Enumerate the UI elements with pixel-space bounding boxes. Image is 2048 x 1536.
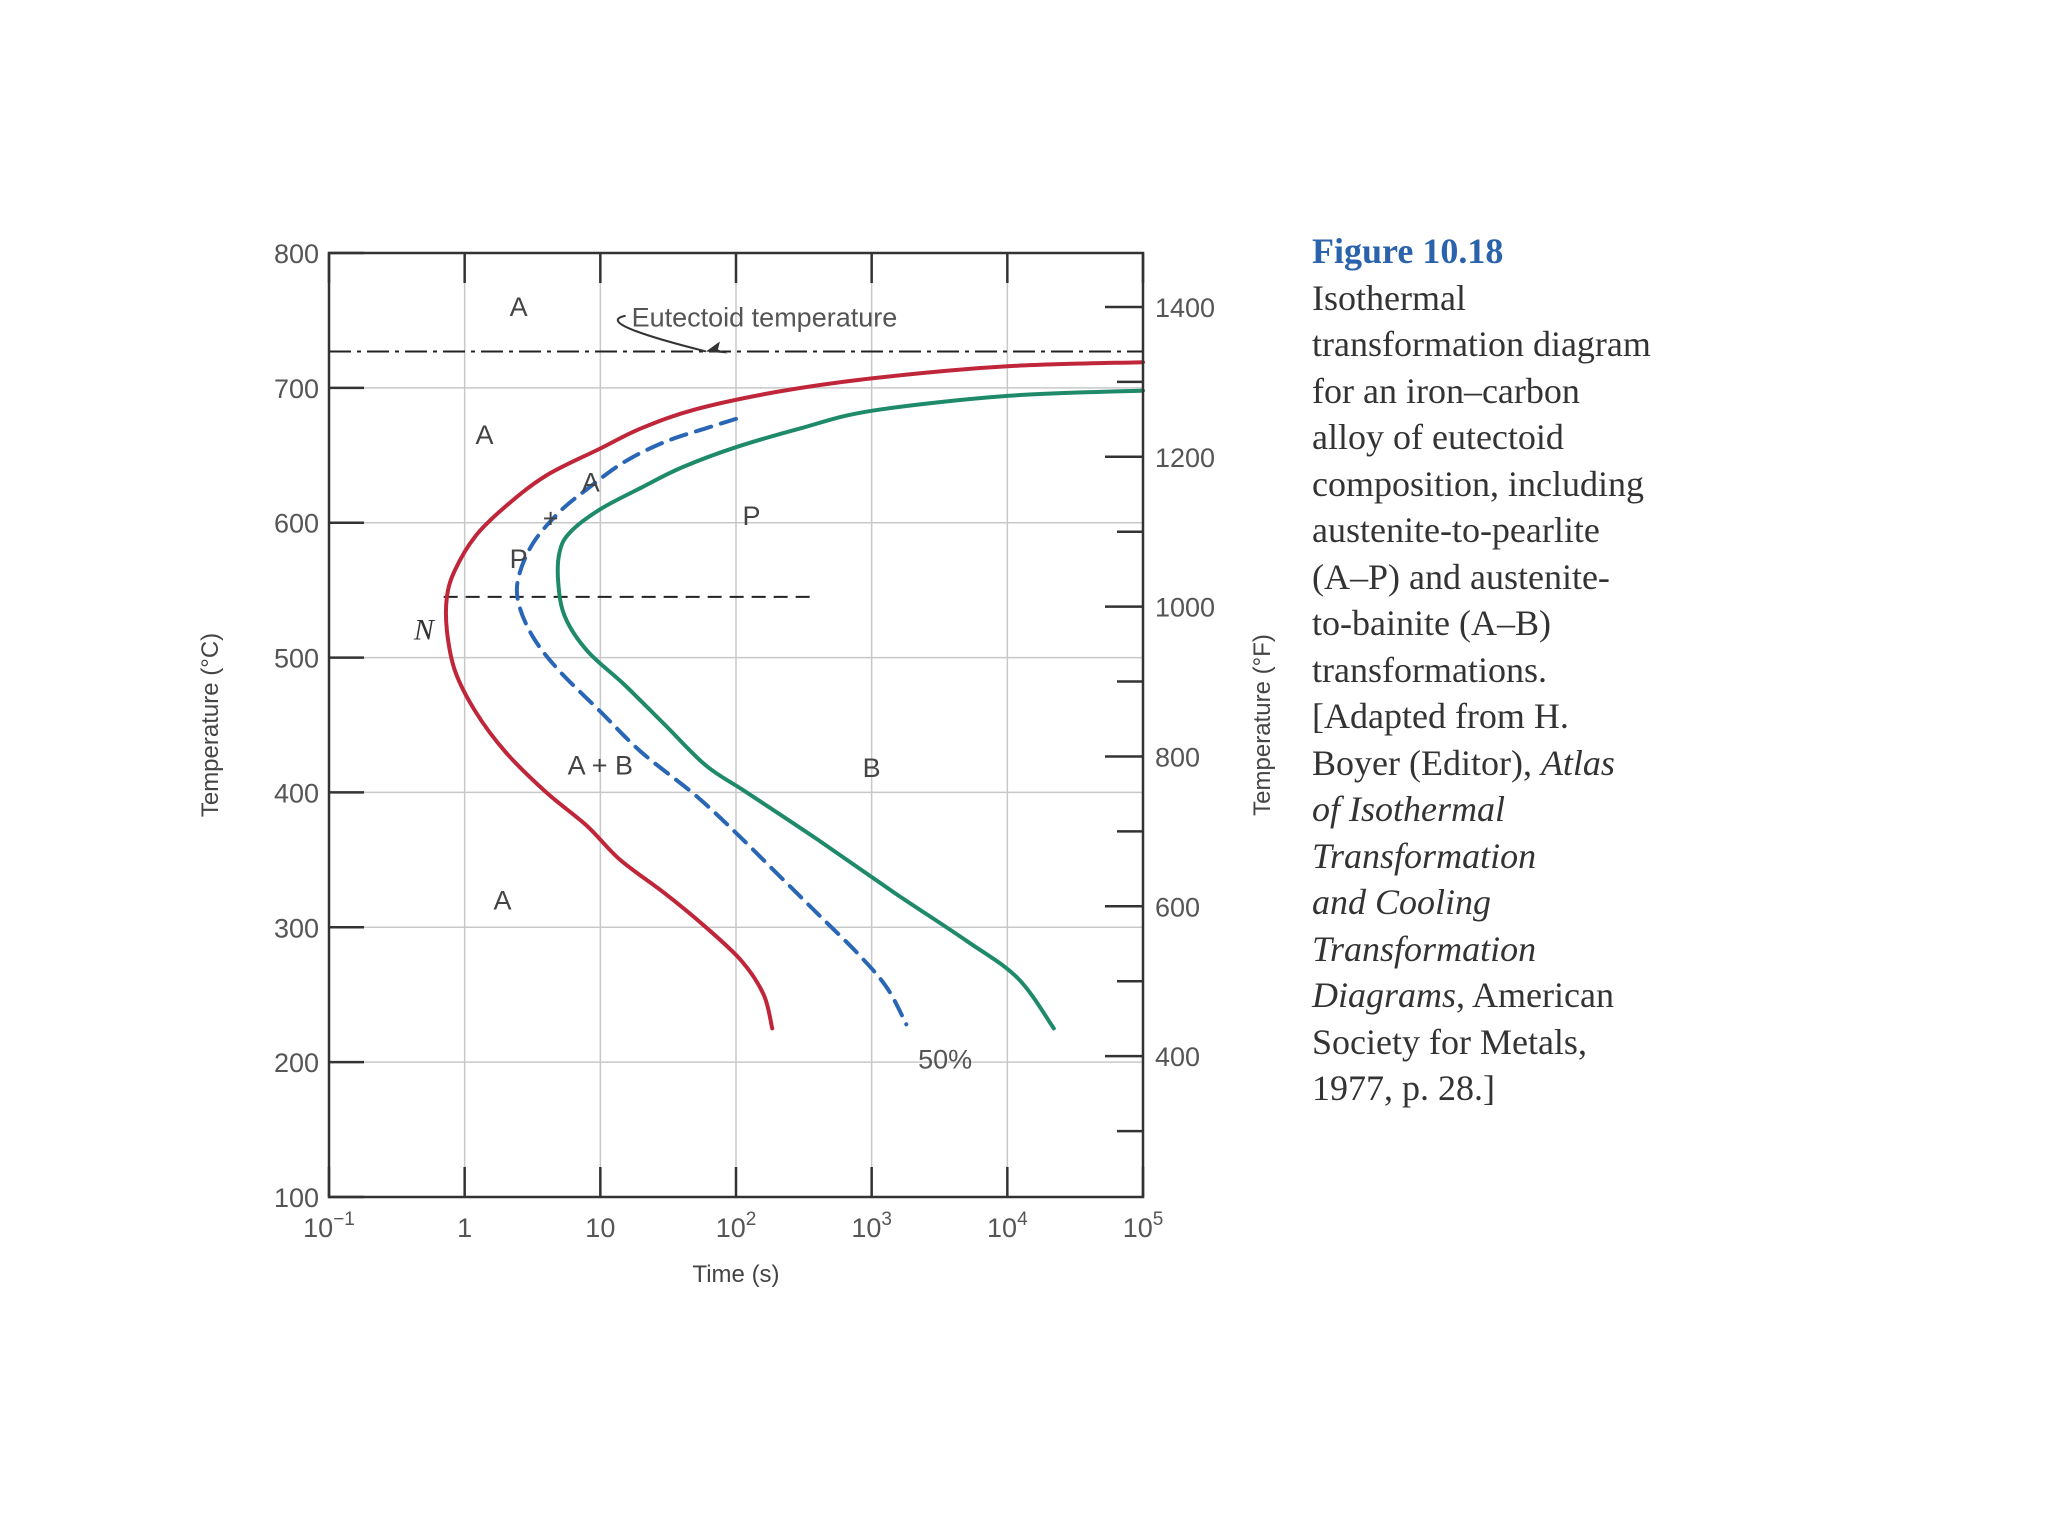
caption-line: Boyer (Editor), Atlas bbox=[1312, 742, 1615, 783]
eutectoid-arrowhead bbox=[705, 341, 728, 354]
region-a-upper: A bbox=[475, 420, 493, 450]
figure-caption: Figure 10.18 Isothermal transformation di… bbox=[1312, 228, 1752, 1112]
y-tick-label: 400 bbox=[274, 778, 319, 808]
caption-line: Society for Metals, bbox=[1312, 1021, 1587, 1062]
x-tick-label: 105 bbox=[1123, 1209, 1164, 1243]
region-p-small: P bbox=[510, 544, 528, 574]
y2-axis-title: Temperature (°F) bbox=[1249, 634, 1276, 816]
y-tick-label: 300 bbox=[274, 913, 319, 943]
y-tick-label: 700 bbox=[274, 374, 319, 404]
region-b: B bbox=[863, 753, 881, 783]
region-a-small: A bbox=[582, 467, 600, 497]
y2-tick-label: 400 bbox=[1155, 1042, 1200, 1072]
caption-line: alloy of eutectoid bbox=[1312, 417, 1564, 457]
y-tick-label: 100 bbox=[274, 1183, 319, 1213]
region-n: N bbox=[413, 614, 436, 647]
x-tick-label: 10 bbox=[585, 1213, 615, 1243]
y-axis-title: Temperature (°C) bbox=[197, 633, 224, 817]
caption-line: Isothermal bbox=[1312, 277, 1466, 318]
caption-line: to-bainite (A–B) bbox=[1312, 603, 1551, 643]
y2-tick-label: 1400 bbox=[1155, 293, 1215, 323]
y-tick-label: 500 bbox=[274, 644, 319, 674]
caption-line: [Adapted from H. bbox=[1312, 696, 1569, 736]
grid bbox=[328, 252, 1144, 1198]
isothermal-transformation-chart: 100 200 300 400 500 600 700 800 400 600 800 1000 120… bbox=[197, 239, 1276, 1288]
labels: Eutectoid temperature A A A N P + A P A + B B 50% bbox=[413, 292, 972, 1075]
figure-label: Figure 10.18 bbox=[1312, 231, 1504, 271]
eutectoid-arrow bbox=[616, 314, 707, 353]
fifty-label: 50% bbox=[918, 1044, 972, 1074]
x-tick-label: 104 bbox=[987, 1209, 1028, 1243]
caption-line: 1977, p. 28.] bbox=[1312, 1068, 1495, 1108]
caption-line: of Isothermal bbox=[1312, 789, 1505, 829]
region-a-lower: A bbox=[493, 885, 511, 915]
region-plus: + bbox=[543, 504, 559, 534]
caption-text: Isothermal transformation diagram for an i… bbox=[1312, 275, 1752, 1112]
caption-line: Transformation bbox=[1312, 835, 1537, 876]
region-ab: A + B bbox=[568, 750, 633, 780]
start-curve bbox=[443, 360, 1145, 1031]
end-curve bbox=[555, 388, 1145, 1031]
y2-tick-label: 1200 bbox=[1155, 443, 1215, 473]
region-a-top: A bbox=[510, 292, 528, 322]
caption-line: composition, including bbox=[1312, 463, 1644, 504]
x-tick-label: 102 bbox=[716, 1209, 757, 1243]
reference-lines bbox=[329, 350, 1143, 598]
region-p: P bbox=[742, 501, 760, 531]
caption-line: austenite-to-pearlite bbox=[1312, 510, 1600, 550]
y-tick-label: 600 bbox=[274, 509, 319, 539]
x-axis-title: Time (s) bbox=[692, 1261, 779, 1288]
caption-line: Diagrams, American bbox=[1312, 975, 1614, 1015]
fifty-curve bbox=[514, 416, 909, 1027]
y2-tick-label: 600 bbox=[1155, 892, 1200, 922]
x-tick-label: 103 bbox=[851, 1209, 892, 1243]
y-tick-label: 800 bbox=[274, 239, 319, 269]
x-tick-label: 10−1 bbox=[303, 1209, 355, 1243]
caption-line: Transformation bbox=[1312, 928, 1537, 969]
y2-tick-label: 800 bbox=[1155, 742, 1200, 772]
y-tick-label: 200 bbox=[274, 1048, 319, 1078]
x-tick-label: 1 bbox=[457, 1213, 472, 1243]
caption-line: transformations. bbox=[1312, 649, 1547, 690]
caption-line: (A–P) and austenite- bbox=[1312, 556, 1610, 597]
caption-line: for an iron–carbon bbox=[1312, 370, 1580, 411]
ticks: 100 200 300 400 500 600 700 800 400 600 800 1000 120… bbox=[274, 239, 1215, 1243]
caption-line: transformation diagram bbox=[1312, 324, 1651, 364]
series bbox=[443, 360, 1145, 1031]
eutectoid-label: Eutectoid temperature bbox=[632, 303, 898, 333]
y2-tick-label: 1000 bbox=[1155, 593, 1215, 623]
caption-line: and Cooling bbox=[1312, 882, 1492, 922]
